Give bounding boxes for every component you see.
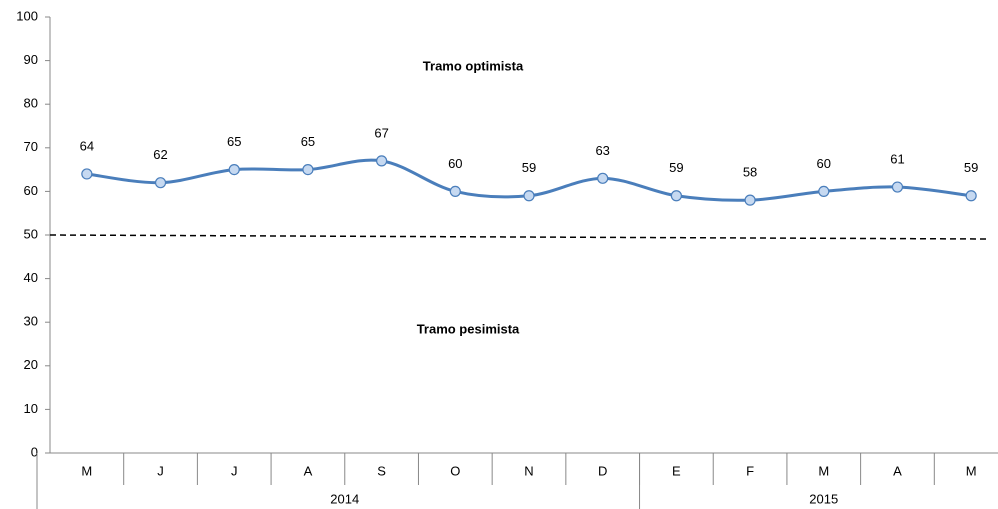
x-tick-label: M (818, 463, 829, 478)
y-tick-label: 40 (24, 270, 38, 285)
reference-line (49, 234, 989, 240)
x-tick-label: O (450, 463, 460, 478)
point (154, 177, 167, 189)
y-tick-label: 60 (24, 183, 38, 198)
point (302, 164, 314, 176)
data-label: 65 (301, 134, 315, 149)
y-tick-label: 0 (31, 444, 38, 459)
point (597, 172, 609, 184)
y-tick-label: 20 (24, 357, 38, 372)
point (965, 190, 977, 202)
point (744, 194, 756, 206)
group-label: 2014 (330, 491, 359, 506)
data-label: 62 (153, 147, 167, 162)
data-label: 58 (743, 165, 757, 180)
point (449, 185, 461, 197)
data-label: 60 (817, 156, 831, 171)
data-label: 60 (448, 156, 462, 171)
x-tick-label: M (966, 463, 977, 478)
x-tick-label: A (893, 463, 902, 478)
y-tick-label: 90 (24, 52, 38, 67)
data-label: 59 (669, 160, 683, 175)
group-label: 2015 (809, 491, 838, 506)
point (670, 190, 682, 202)
x-tick-label: N (524, 463, 533, 478)
data-label: 59 (522, 160, 536, 175)
point (81, 168, 93, 180)
y-tick-label: 30 (24, 314, 38, 329)
x-tick-label: E (672, 463, 681, 478)
annotation: Tramo pesimista (417, 321, 520, 336)
point (376, 155, 388, 167)
x-tick-label: S (377, 463, 386, 478)
data-label: 59 (964, 160, 978, 175)
y-tick-label: 100 (16, 8, 38, 23)
annotation: Tramo optimista (423, 58, 524, 73)
point (228, 164, 240, 176)
x-tick-label: D (598, 463, 607, 478)
y-tick-label: 70 (24, 139, 38, 154)
data-label: 61 (890, 151, 904, 166)
x-tick-label: M (81, 463, 92, 478)
x-tick-label: J (157, 463, 164, 478)
point (523, 190, 535, 202)
data-label: 64 (80, 138, 94, 153)
data-label: 63 (595, 143, 609, 158)
point (818, 185, 830, 197)
x-tick-label: F (746, 463, 754, 478)
x-tick-label: J (231, 463, 238, 478)
data-label: 65 (227, 134, 241, 149)
data-label: 67 (374, 125, 388, 140)
x-tick-label: A (304, 463, 313, 478)
point (891, 181, 904, 193)
y-tick-label: 50 (24, 226, 38, 241)
y-tick-label: 10 (24, 401, 38, 416)
y-tick-label: 80 (24, 96, 38, 111)
